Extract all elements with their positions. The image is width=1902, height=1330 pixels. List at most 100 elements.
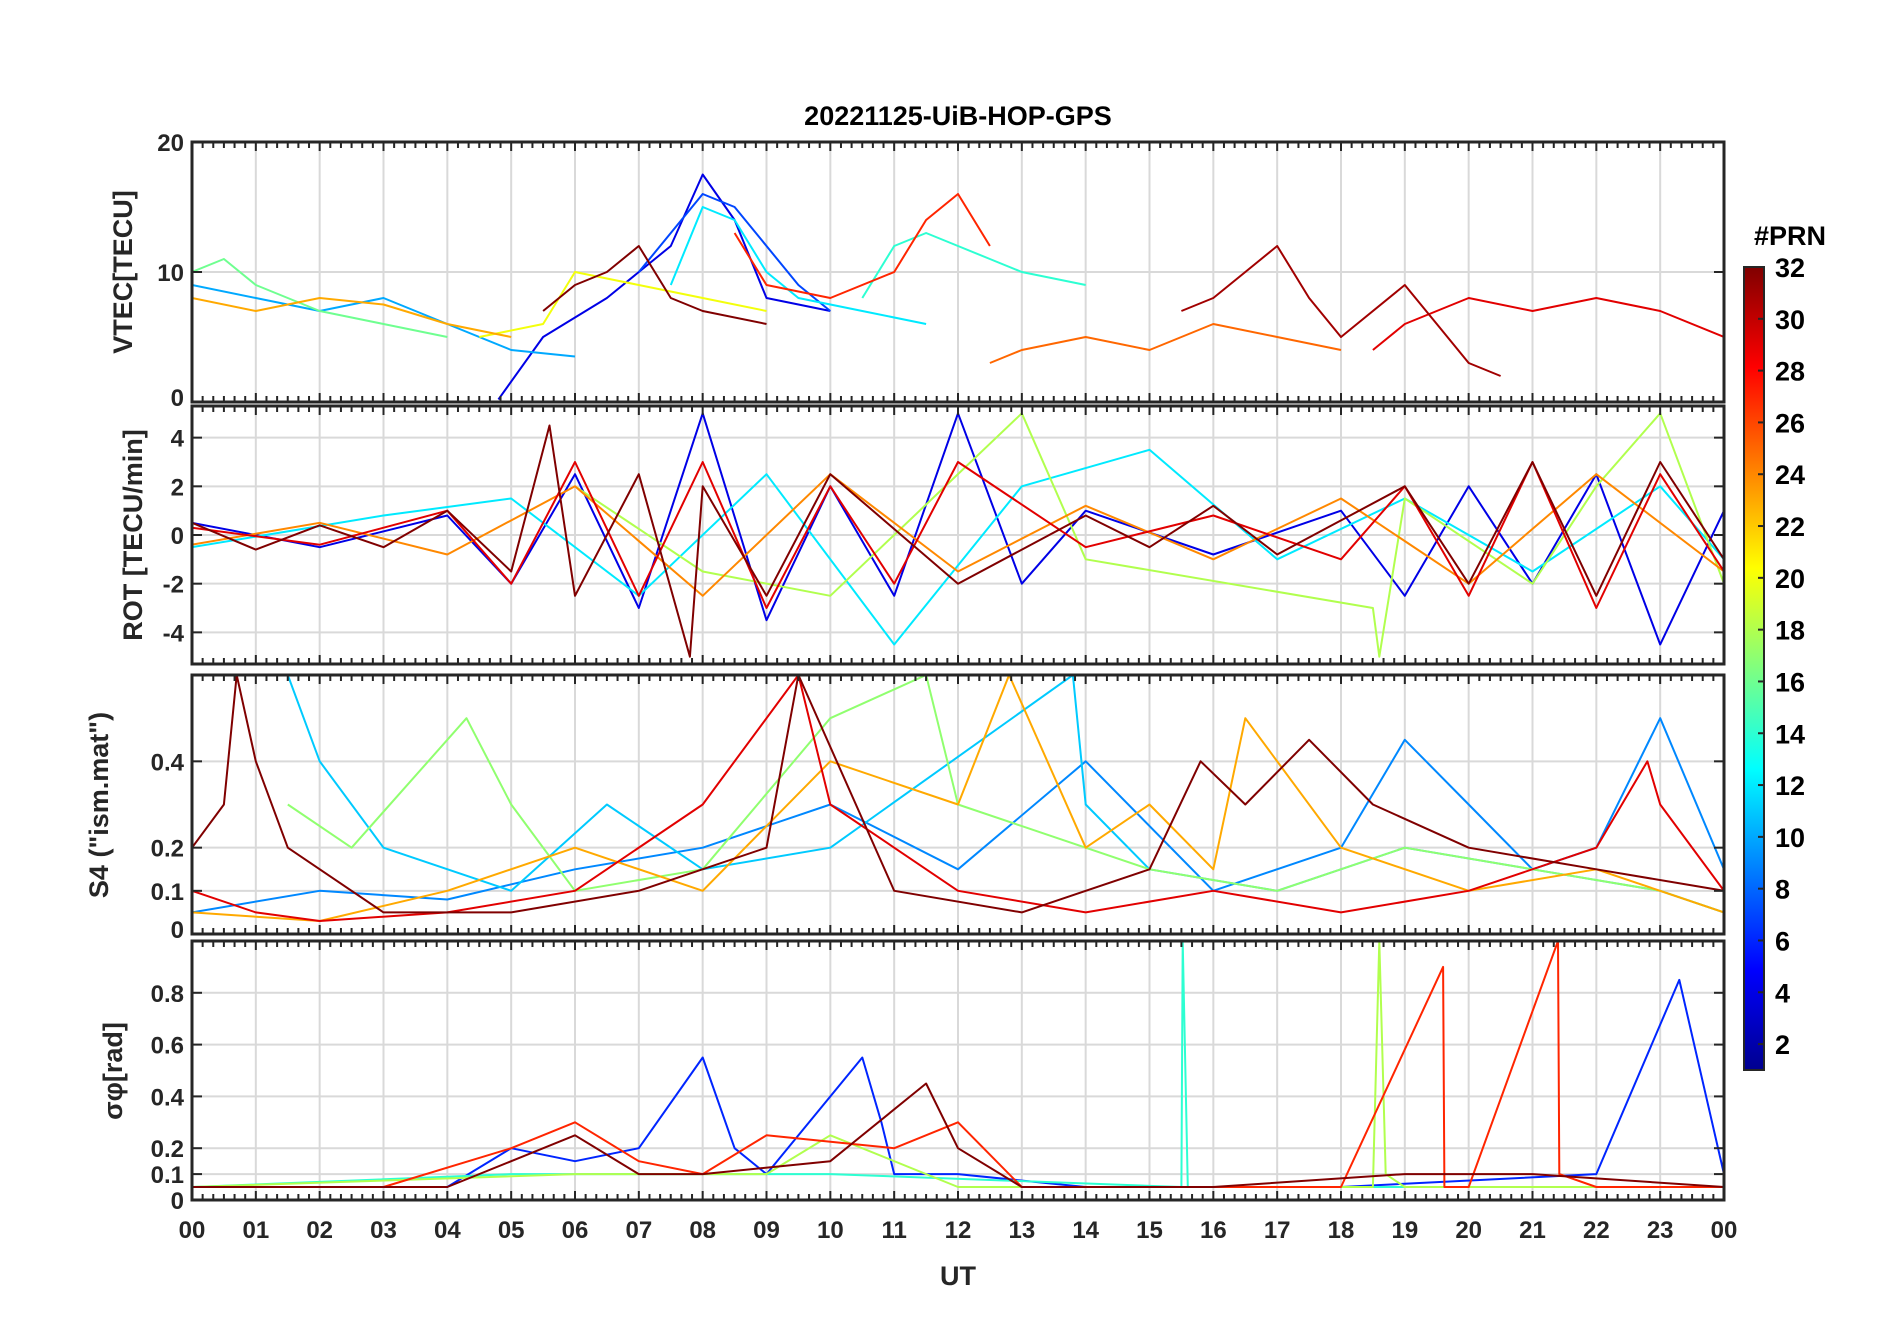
series-line-prn-23 [192,675,1724,922]
colorbar-tick-label: 14 [1775,719,1805,749]
series-line-prn-10 [192,284,576,358]
x-tick-label: 19 [1391,1217,1418,1244]
x-tick-label: 07 [625,1217,652,1244]
colorbar-tick-label: 18 [1775,616,1805,646]
panel-rot: -4 -2 0 2 4 ROT [TECU/min] [118,404,1726,666]
colorbar-tick-label: 16 [1775,667,1805,697]
x-tick-label: 11 [881,1217,906,1244]
x-tick-label: 23 [1647,1217,1674,1244]
colorbar-tick-label: 28 [1775,357,1805,387]
y-tick-label: 0.1 [151,879,184,906]
y-tick-label: 0.4 [151,749,185,776]
series-line-prn-32 [192,424,1724,658]
panel-s4: 0 0.1 0.2 0.4 S4 ("ism.mat") [84,673,1726,944]
series-line-prn-6 [192,978,1724,1188]
y-tick-label: -2 [163,572,184,599]
series-line-prn-27 [192,941,1724,1188]
colorbar-tick-label: 8 [1775,875,1790,905]
y-tick-label: 0 [171,385,184,412]
x-tick-label: 20 [1455,1217,1482,1244]
y-tick-label: 0 [171,917,184,944]
y-tick-label: 0.8 [151,981,184,1008]
series-group-vtec [192,173,1724,400]
series-line-prn-25 [989,323,1342,364]
series-line-prn-32 [192,1082,1724,1188]
axes-frame-rot [190,404,1726,666]
axes-frame-sigma [190,939,1726,1202]
colorbar-tick-label: 22 [1775,512,1805,542]
x-tick-label: 17 [1264,1217,1291,1244]
y-axis-label-s4: S4 ("ism.mat") [84,712,114,898]
y-tick-label: 0 [171,523,184,550]
y-axis-label-sigma: σφ[rad] [98,1022,128,1120]
colorbar-tick-label: 32 [1775,253,1805,283]
x-tick-label: 10 [817,1217,844,1244]
colorbar-tick-label: 30 [1775,305,1805,335]
x-tick-label: 21 [1519,1217,1546,1244]
colorbar-tick-label: 10 [1775,823,1805,853]
x-tick-label: 12 [945,1217,972,1244]
series-group-rot [192,412,1724,658]
series-line-prn-29 [192,675,1724,922]
series-line-prn-32 [542,245,767,325]
colorbar-tick-label: 6 [1775,926,1790,956]
x-tick-label: 00 [179,1217,206,1244]
y-tick-label: 0.4 [151,1084,185,1111]
colorbar-label: #PRN [1754,221,1826,251]
x-tick-label: 03 [370,1217,397,1244]
y-tick-label: 0.6 [151,1033,184,1060]
series-line-prn-27 [733,193,991,299]
axes-frame-vtec [190,140,1726,404]
panel-sigma: 00.10.2 0.4 0.6 0.8 σφ[rad] 00 01 02 03 04 05 06 07 0… [98,939,1738,1244]
x-tick-label: 00 [1711,1217,1738,1244]
x-tick-label: 18 [1328,1217,1355,1244]
y-tick-label: 0.2 [151,1136,184,1163]
panel-vtec: 0 10 20 VTEC[TECU] [108,130,1726,412]
y-tick-label: 2 [171,474,184,501]
y-tick-label: 10 [157,260,184,287]
series-line-prn-32 [192,675,1724,914]
series-group-sigma [192,941,1724,1188]
y-tick-label: 0.1 [151,1162,184,1189]
chart-title: 20221125-UiB-HOP-GPS [804,101,1112,131]
axes-frame-s4 [190,673,1726,936]
colorbar-tick-label: 2 [1775,1030,1790,1060]
y-tick-label: 0 [171,1188,184,1215]
series-line-prn-7 [638,193,831,312]
x-tick-label: 22 [1583,1217,1610,1244]
colorbar-tick-label: 24 [1775,460,1805,490]
series-line-prn-12 [192,448,1724,646]
x-tick-label: 16 [1200,1217,1227,1244]
y-tick-label: 4 [171,426,185,453]
colorbar-tick-label: 4 [1775,978,1790,1008]
series-line-prn-20 [479,271,767,338]
colorbar-gradient [1743,266,1765,1071]
colorbar-tick-label: 12 [1775,771,1805,801]
x-tick-label: 04 [434,1217,461,1244]
y-axis-label-rot: ROT [TECU/min] [118,429,148,640]
colorbar-tick-label: 26 [1775,408,1805,438]
colorbar-tick-label: 20 [1775,564,1805,594]
x-axis-label: UT [940,1261,976,1291]
series-line-prn-29 [1372,297,1724,351]
x-tick-label: 13 [1008,1217,1035,1244]
x-tick-label: 02 [306,1217,333,1244]
y-tick-label: 0.2 [151,836,184,863]
series-line-prn-14 [861,232,1086,299]
x-tick-label: 14 [1072,1217,1099,1244]
series-group-s4 [192,675,1724,922]
series-line-prn-31 [1181,245,1501,377]
y-tick-label: -4 [163,620,185,647]
series-line-prn-12 [669,206,927,325]
x-tick-label: 06 [562,1217,589,1244]
x-tick-label: 05 [498,1217,525,1244]
series-line-prn-4 [497,173,831,400]
y-axis-label-vtec: VTEC[TECU] [108,190,138,354]
x-tick-label: 15 [1136,1217,1163,1244]
x-tick-label: 09 [753,1217,780,1244]
series-line-prn-18 [574,412,1724,658]
